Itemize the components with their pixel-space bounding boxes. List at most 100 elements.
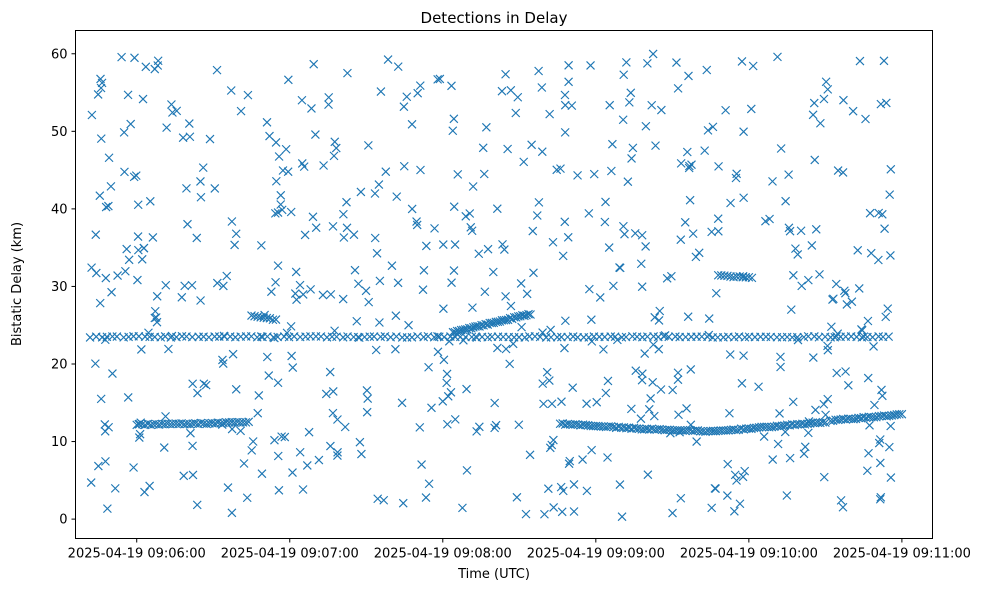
data-point — [886, 164, 896, 174]
data-point — [110, 483, 120, 493]
data-point — [810, 155, 820, 165]
data-point — [870, 400, 879, 410]
data-point — [381, 167, 391, 177]
data-point — [270, 208, 280, 218]
data-point — [271, 315, 281, 324]
data-point — [804, 417, 814, 426]
data-point — [407, 204, 417, 214]
data-point — [343, 68, 352, 78]
data-point — [668, 508, 677, 518]
data-point — [564, 77, 573, 87]
data-point — [636, 414, 646, 424]
data-point — [242, 493, 252, 503]
data-point — [548, 435, 558, 445]
data-point — [886, 421, 896, 431]
data-point — [683, 312, 693, 322]
data-point — [747, 273, 757, 283]
data-point — [547, 399, 557, 409]
data-point — [738, 271, 748, 281]
data-point — [803, 419, 812, 429]
data-point — [861, 114, 870, 124]
data-point — [399, 102, 409, 112]
data-point — [680, 217, 690, 227]
data-point — [776, 352, 785, 362]
data-point — [546, 325, 556, 335]
data-point — [325, 367, 335, 377]
data-point — [615, 480, 625, 489]
data-point — [773, 52, 782, 62]
data-point — [707, 503, 717, 513]
data-point — [286, 321, 296, 331]
data-point — [739, 351, 748, 361]
data-point — [243, 90, 253, 100]
data-point — [656, 105, 666, 115]
data-point — [738, 472, 748, 482]
data-point — [624, 97, 634, 107]
data-point — [100, 426, 110, 436]
data-point — [124, 255, 134, 265]
data-point — [498, 239, 507, 249]
data-point — [521, 509, 531, 519]
data-point — [416, 165, 425, 175]
data-point — [857, 325, 866, 334]
data-point — [606, 166, 616, 176]
data-point — [295, 447, 305, 457]
data-point — [433, 332, 442, 341]
data-point — [153, 56, 163, 66]
data-point — [392, 192, 402, 202]
data-point — [558, 251, 568, 261]
data-point — [516, 279, 526, 288]
data-point — [95, 298, 105, 308]
data-point — [113, 271, 122, 280]
data-point — [218, 281, 228, 291]
data-point — [391, 311, 401, 321]
data-point — [666, 271, 676, 281]
data-point — [648, 340, 658, 350]
data-point — [264, 371, 274, 380]
data-point — [838, 502, 848, 512]
data-point — [808, 110, 818, 120]
data-point — [656, 385, 666, 394]
data-point — [161, 280, 171, 290]
data-point — [248, 437, 258, 446]
data-point — [450, 414, 460, 424]
data-point — [608, 281, 618, 291]
data-point — [236, 106, 246, 116]
data-point — [651, 141, 660, 151]
data-point — [532, 211, 542, 220]
data-point — [328, 408, 338, 418]
data-point — [808, 353, 818, 362]
data-point — [623, 177, 633, 187]
data-point — [328, 387, 338, 396]
data-point — [354, 333, 364, 343]
data-point — [390, 344, 400, 354]
data-point — [768, 455, 778, 464]
data-point — [686, 365, 696, 374]
data-point — [273, 378, 283, 388]
data-point — [491, 420, 501, 430]
data-point — [527, 140, 537, 150]
data-point — [461, 211, 471, 221]
data-point — [537, 83, 547, 92]
data-point — [262, 352, 272, 362]
data-point — [292, 295, 301, 305]
data-point — [682, 404, 691, 413]
data-point — [791, 244, 800, 254]
data-point — [102, 504, 112, 514]
data-point — [468, 182, 478, 191]
data-point — [130, 53, 139, 63]
data-point — [340, 422, 350, 432]
data-point — [648, 49, 658, 59]
y-tick-label: 0 — [59, 513, 67, 528]
data-point — [501, 291, 510, 301]
data-point — [356, 187, 366, 197]
data-point — [686, 420, 696, 430]
data-point — [703, 125, 713, 135]
data-point — [571, 419, 580, 429]
data-point — [897, 409, 907, 419]
data-point — [721, 105, 731, 115]
data-point — [501, 69, 510, 79]
data-point — [796, 226, 806, 236]
data-point — [446, 387, 456, 397]
y-tick-label: 10 — [51, 435, 68, 450]
